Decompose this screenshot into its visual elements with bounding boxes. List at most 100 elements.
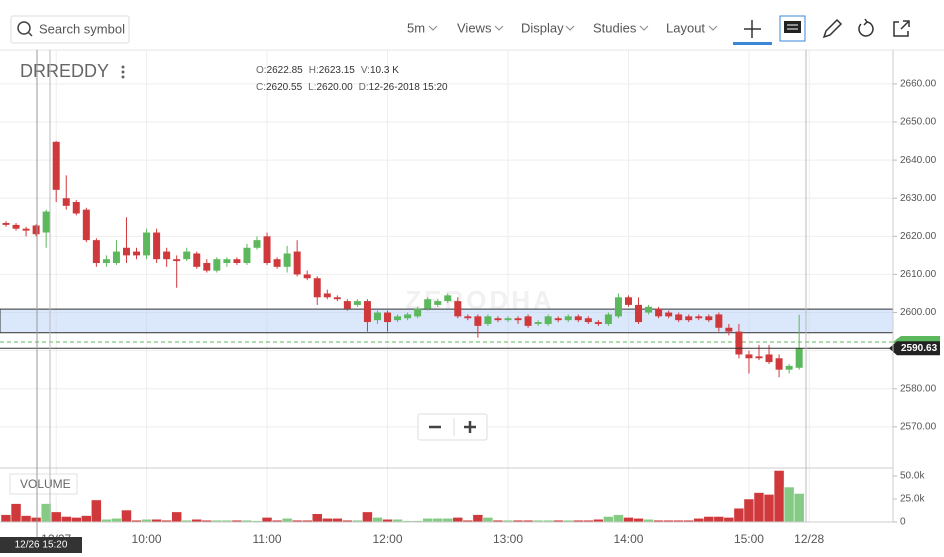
candle-body xyxy=(52,141,60,190)
volume-bar xyxy=(10,503,22,523)
readout-label: C: xyxy=(256,82,266,93)
candle-body xyxy=(243,247,251,264)
crosshair-label-box xyxy=(0,537,82,553)
volume-bar xyxy=(171,511,182,523)
candle-body xyxy=(72,202,80,214)
candle-body xyxy=(735,331,743,355)
search-placeholder[interactable]: Search symbol xyxy=(39,21,125,36)
candle-body xyxy=(424,299,432,309)
readout-label: H: xyxy=(309,65,319,76)
volume-bar xyxy=(30,517,42,523)
readout-label: O: xyxy=(256,65,267,76)
menu[interactable]: Studies xyxy=(593,20,637,35)
volume-bar xyxy=(723,517,735,523)
readout-row: O:2622.85 H:2623.15 V:10.3 K xyxy=(256,65,399,76)
candle-body xyxy=(715,314,723,328)
search-icon xyxy=(17,21,31,35)
candle-body xyxy=(474,316,482,326)
volume-bar xyxy=(71,517,82,523)
volume-bar xyxy=(703,516,715,523)
candle-body xyxy=(173,259,181,262)
candle-body xyxy=(534,322,542,324)
volume-bar xyxy=(261,517,273,523)
volume-bar xyxy=(753,492,765,523)
volume-bar xyxy=(50,511,62,523)
y-tick-label: 2620.00 xyxy=(900,231,937,242)
draw-button[interactable] xyxy=(822,18,843,39)
readout-value: 12-26-2018 15:20 xyxy=(369,82,448,93)
chevron xyxy=(639,25,649,31)
volume-bar xyxy=(623,517,634,523)
candle-body xyxy=(775,358,783,370)
candle-body xyxy=(303,274,311,279)
candle-body xyxy=(785,365,793,370)
candle-body xyxy=(795,348,803,368)
candle-body xyxy=(394,316,402,321)
candle-body xyxy=(163,251,171,260)
popout-button[interactable] xyxy=(893,20,910,37)
candle-body xyxy=(112,251,120,264)
search-box[interactable] xyxy=(10,15,130,44)
y-tick-label: 2660.00 xyxy=(900,79,937,90)
volume-bar xyxy=(422,518,433,523)
candle-body xyxy=(665,312,673,317)
candle-body xyxy=(574,316,582,321)
last-price-label: 2590.63 xyxy=(901,343,938,354)
crosshair-button[interactable] xyxy=(733,20,772,45)
icon xyxy=(784,21,801,33)
last-price-tag xyxy=(889,341,940,356)
x-tick-label: 10:00 xyxy=(132,532,162,546)
candle-body xyxy=(12,224,20,229)
candle-body xyxy=(444,295,452,302)
candle-body xyxy=(143,232,151,256)
menu-dot xyxy=(121,75,125,79)
volume-bar xyxy=(332,518,343,523)
menu[interactable]: Views xyxy=(457,20,492,35)
candle-body xyxy=(384,312,392,323)
candle-body xyxy=(313,278,321,298)
candle-body xyxy=(373,312,381,321)
candle-body xyxy=(655,308,663,317)
symbol-title[interactable]: DRREDDY xyxy=(20,61,109,81)
y-tick-label: 2640.00 xyxy=(900,155,937,166)
menu[interactable]: Layout xyxy=(666,20,705,35)
volume-bar xyxy=(783,486,795,523)
comments-button[interactable] xyxy=(779,15,806,42)
volume-bar xyxy=(322,518,333,523)
candle-body xyxy=(82,209,90,241)
candle-body xyxy=(695,316,703,319)
candle-body xyxy=(554,318,562,321)
candle-body xyxy=(624,297,632,305)
x-tick-label: 14:00 xyxy=(613,532,643,546)
menu-dot[interactable] xyxy=(121,65,125,69)
readout-label: L: xyxy=(308,82,316,93)
candle-body xyxy=(755,356,763,359)
reset-button[interactable] xyxy=(858,21,874,37)
candle-body xyxy=(153,232,161,260)
volume-bar xyxy=(362,511,373,523)
candle-body xyxy=(22,228,30,231)
candle-body xyxy=(685,316,693,321)
candle-body xyxy=(404,314,412,319)
candle-body xyxy=(594,322,602,324)
candle-body xyxy=(253,240,261,248)
volume-bar xyxy=(603,516,614,523)
candle-body xyxy=(494,318,502,321)
candle-body xyxy=(122,247,130,256)
menu[interactable]: Display xyxy=(521,20,564,35)
interval-menu[interactable]: 5m xyxy=(407,20,425,35)
x-tick-label: 11:00 xyxy=(252,532,281,546)
volume-tick-label: 50.0k xyxy=(900,471,925,482)
chevron xyxy=(428,25,438,31)
candle-body xyxy=(183,251,191,260)
volume-label-box xyxy=(9,473,78,495)
readout-value: 2623.15 xyxy=(319,65,356,76)
candle-body xyxy=(233,259,241,264)
volume-bar xyxy=(372,517,383,523)
crosshair-label: 12/26 15:20 xyxy=(15,540,68,551)
chevron xyxy=(565,25,575,31)
candle-body xyxy=(765,354,773,363)
candle-body xyxy=(514,318,522,321)
x-tick-label: 15:00 xyxy=(734,532,764,546)
